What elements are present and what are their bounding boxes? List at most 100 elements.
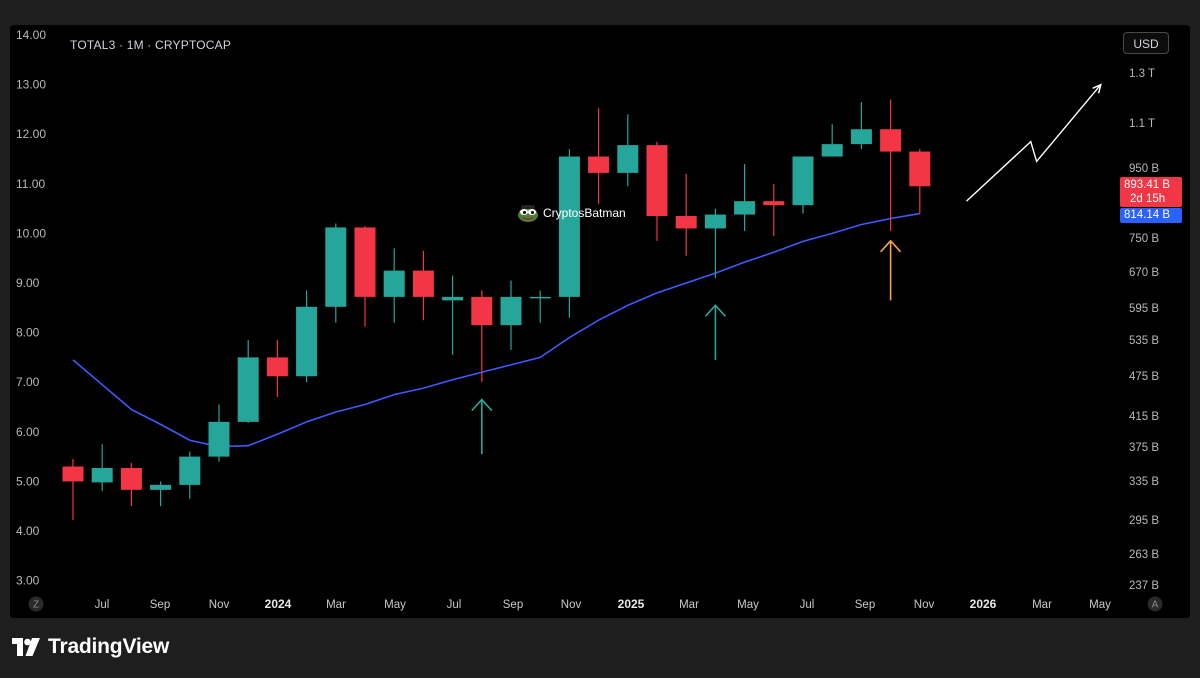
candle-body [734, 201, 756, 215]
candle-body [792, 156, 814, 206]
candle [909, 149, 931, 214]
time-axis-label: Mar [1032, 599, 1052, 611]
time-axis-label: Mar [326, 599, 346, 611]
symbol-header: TOTAL3 · 1M · CRYPTOCAP [70, 38, 232, 52]
candle-body [850, 129, 872, 145]
candle-body [471, 296, 493, 326]
candle-body [266, 357, 288, 377]
right-axis-tick: 375 B [1129, 442, 1159, 454]
time-axis-label: 2024 [265, 597, 292, 611]
right-axis-tick: 670 B [1129, 267, 1159, 279]
candle-body [325, 227, 347, 307]
candle [850, 101, 872, 150]
candle-body [354, 227, 376, 297]
candle-body [909, 151, 931, 187]
candle-body [704, 214, 726, 229]
support-arrow [704, 304, 726, 360]
candle-body [62, 466, 84, 482]
moving-average-line [72, 212, 920, 448]
candle [617, 114, 639, 187]
time-axis-label: Nov [561, 599, 582, 611]
brand-name: TradingView [48, 635, 170, 658]
candle-body [763, 201, 785, 206]
candle-body [383, 270, 405, 297]
time-axis-label: 2025 [618, 597, 645, 611]
candle-body [296, 306, 318, 377]
candle [179, 451, 201, 499]
last-price-tag: 893.41 B 2d 15h [1120, 177, 1182, 207]
support-arrow [471, 398, 493, 455]
chart-panel[interactable]: 14.00 13.00 12.00 11.00 10.00 9.00 8.00 7.00 6.0… [10, 25, 1190, 618]
time-axis-label: May [737, 599, 759, 611]
candle-body [558, 156, 580, 297]
right-axis-tick: 1.3 T [1129, 68, 1155, 80]
right-axis-tick: 295 B [1129, 515, 1159, 527]
currency-button[interactable]: USD [1123, 32, 1169, 54]
watermark: CryptosBatman [517, 204, 626, 222]
left-axis-tick: 8.00 [16, 326, 40, 340]
candle-body [675, 216, 697, 229]
time-axis-label: Nov [209, 599, 230, 611]
right-axis-tick: 415 B [1129, 411, 1159, 423]
left-axis-tick: 13.00 [16, 78, 46, 92]
candle-body [237, 357, 259, 422]
left-axis-tick: 3.00 [16, 574, 40, 588]
tradingview-logo-icon [12, 638, 40, 656]
candle [208, 404, 230, 462]
candle-body [208, 421, 230, 457]
zoom-button[interactable] [28, 596, 44, 612]
right-axis-tick: 263 B [1129, 549, 1159, 561]
right-axis-tick: 475 B [1129, 371, 1159, 383]
time-axis-label: Sep [855, 599, 875, 611]
candle-body [646, 145, 668, 217]
right-axis-tick: 950 B [1129, 163, 1159, 175]
left-axis-tick: 11.00 [16, 177, 45, 191]
projection-line [966, 84, 1102, 202]
candle-body [821, 144, 843, 157]
candle [734, 163, 756, 231]
candle [471, 290, 493, 383]
candle [704, 208, 726, 279]
candle-body [442, 296, 464, 301]
candle-body [500, 296, 522, 326]
left-axis-tick: 4.00 [16, 524, 40, 538]
right-axis-tick: 1.1 T [1129, 118, 1155, 130]
ma-value-tag: 814.14 B [1120, 208, 1182, 223]
candle [354, 225, 376, 327]
candle-body [529, 296, 551, 299]
left-axis-tick: 6.00 [16, 425, 40, 439]
support-arrow [880, 239, 902, 301]
candle [763, 183, 785, 236]
time-axis-label: Mar [679, 599, 699, 611]
candle-body [588, 156, 610, 173]
left-axis-tick: 12.00 [16, 127, 46, 141]
watermark-text: CryptosBatman [543, 206, 626, 220]
candle-body [120, 468, 142, 490]
right-price-axis: 1.3 T 1.1 T 950 B 750 B 670 B 595 B 535 B 475 B… [1129, 68, 1159, 592]
candle [442, 275, 464, 355]
candle [588, 108, 610, 204]
bar-countdown: 2d 15h [1130, 193, 1166, 205]
time-axis-label: Jul [800, 599, 815, 611]
projection-arrow [966, 83, 1102, 202]
time-axis-label: Sep [503, 599, 523, 611]
left-axis-tick: 10.00 [16, 226, 46, 240]
candle-body [150, 484, 172, 490]
candle-body [880, 129, 902, 152]
auto-scale-button[interactable] [1147, 596, 1163, 612]
support-arrow-head [880, 239, 902, 253]
candlestick-chart[interactable]: 14.00 13.00 12.00 11.00 10.00 9.00 8.00 7.00 6.0… [10, 25, 1190, 618]
candles-layer [62, 99, 931, 521]
price-tags: 893.41 B 2d 15h 814.14 B [1120, 177, 1182, 223]
candle [558, 149, 580, 318]
candle [675, 173, 697, 256]
last-price-value: 893.41 B [1124, 179, 1171, 191]
candle [91, 444, 113, 492]
time-axis-label: Sep [150, 599, 170, 611]
right-axis-tick: 335 B [1129, 476, 1159, 488]
candle [880, 99, 902, 231]
candle [412, 250, 434, 321]
left-price-axis: 14.00 13.00 12.00 11.00 10.00 9.00 8.00 7.00 6.0… [16, 28, 46, 588]
candle [266, 340, 288, 398]
zoom-button-label: Z [33, 600, 39, 611]
